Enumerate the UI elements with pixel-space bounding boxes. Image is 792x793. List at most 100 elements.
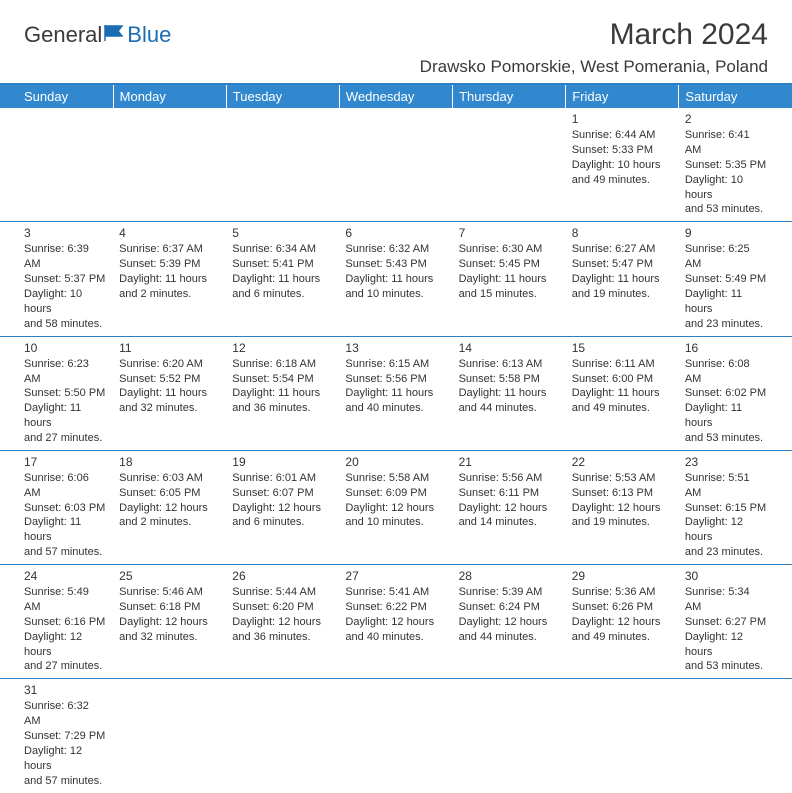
logo-text-part1: General	[24, 22, 102, 48]
day-info-line: Daylight: 11 hours	[345, 386, 446, 401]
calendar-week-row: 3Sunrise: 6:39 AMSunset: 5:37 PMDaylight…	[0, 222, 792, 336]
day-info-line: Daylight: 12 hours	[459, 501, 560, 516]
day-info-line: Sunrise: 5:51 AM	[685, 471, 768, 501]
day-info-line: Daylight: 11 hours	[459, 386, 560, 401]
calendar-cell: 7Sunrise: 6:30 AMSunset: 5:45 PMDaylight…	[453, 222, 566, 336]
calendar-week-row: 31Sunrise: 6:32 AMSunset: 7:29 PMDayligh…	[0, 679, 792, 793]
day-number: 24	[24, 568, 107, 584]
day-info-line: Sunset: 5:47 PM	[572, 257, 673, 272]
day-header: Friday	[566, 85, 679, 108]
day-header: Tuesday	[226, 85, 339, 108]
day-info-line: Sunset: 6:02 PM	[685, 386, 768, 401]
calendar-cell: 10Sunrise: 6:23 AMSunset: 5:50 PMDayligh…	[0, 336, 113, 450]
day-info-line: Sunrise: 6:08 AM	[685, 357, 768, 387]
calendar-cell	[339, 108, 452, 222]
day-info-line: and 23 minutes.	[685, 545, 768, 560]
day-number: 20	[345, 454, 446, 470]
day-info-line: and 14 minutes.	[459, 515, 560, 530]
calendar-cell: 27Sunrise: 5:41 AMSunset: 6:22 PMDayligh…	[339, 565, 452, 679]
day-info-line: Sunrise: 5:39 AM	[459, 585, 560, 600]
day-info-line: Sunset: 6:03 PM	[24, 501, 107, 516]
day-number: 22	[572, 454, 673, 470]
day-info-line: and 57 minutes.	[24, 774, 107, 789]
day-number: 5	[232, 225, 333, 241]
calendar-cell: 17Sunrise: 6:06 AMSunset: 6:03 PMDayligh…	[0, 450, 113, 564]
day-info-line: and 57 minutes.	[24, 545, 107, 560]
day-info-line: Sunrise: 6:32 AM	[24, 699, 107, 729]
day-info-line: and 58 minutes.	[24, 317, 107, 332]
calendar-cell: 29Sunrise: 5:36 AMSunset: 6:26 PMDayligh…	[566, 565, 679, 679]
calendar-cell	[453, 679, 566, 793]
day-info-line: Daylight: 10 hours	[685, 173, 768, 203]
calendar-table: SundayMondayTuesdayWednesdayThursdayFrid…	[0, 85, 792, 793]
day-info-line: Daylight: 11 hours	[232, 386, 333, 401]
day-info-line: Sunset: 5:56 PM	[345, 372, 446, 387]
day-info-line: Sunset: 6:13 PM	[572, 486, 673, 501]
day-info-line: and 2 minutes.	[119, 287, 220, 302]
day-info-line: Sunrise: 6:32 AM	[345, 242, 446, 257]
day-number: 28	[459, 568, 560, 584]
calendar-cell: 23Sunrise: 5:51 AMSunset: 6:15 PMDayligh…	[679, 450, 792, 564]
calendar-cell	[113, 679, 226, 793]
day-number: 2	[685, 111, 768, 127]
day-info-line: Daylight: 11 hours	[24, 515, 107, 545]
day-info-line: Daylight: 12 hours	[572, 615, 673, 630]
day-info-line: and 32 minutes.	[119, 401, 220, 416]
calendar-cell: 2Sunrise: 6:41 AMSunset: 5:35 PMDaylight…	[679, 108, 792, 222]
day-info-line: Daylight: 11 hours	[345, 272, 446, 287]
day-number: 25	[119, 568, 220, 584]
day-info-line: Daylight: 11 hours	[24, 401, 107, 431]
day-info-line: Daylight: 12 hours	[119, 501, 220, 516]
day-info-line: and 23 minutes.	[685, 317, 768, 332]
day-info-line: Sunset: 6:20 PM	[232, 600, 333, 615]
day-info-line: Daylight: 11 hours	[685, 401, 768, 431]
calendar-cell: 21Sunrise: 5:56 AMSunset: 6:11 PMDayligh…	[453, 450, 566, 564]
day-info-line: Daylight: 12 hours	[232, 615, 333, 630]
day-info-line: Daylight: 12 hours	[24, 630, 107, 660]
day-header: Saturday	[679, 85, 792, 108]
day-info-line: Sunrise: 6:27 AM	[572, 242, 673, 257]
day-info-line: Sunrise: 5:56 AM	[459, 471, 560, 486]
day-info-line: Daylight: 11 hours	[572, 386, 673, 401]
day-number: 17	[24, 454, 107, 470]
calendar-cell: 18Sunrise: 6:03 AMSunset: 6:05 PMDayligh…	[113, 450, 226, 564]
day-info-line: Sunrise: 5:41 AM	[345, 585, 446, 600]
day-info-line: Daylight: 11 hours	[572, 272, 673, 287]
day-info-line: Daylight: 12 hours	[685, 630, 768, 660]
day-number: 13	[345, 340, 446, 356]
day-number: 29	[572, 568, 673, 584]
calendar-cell	[453, 108, 566, 222]
day-info-line: Sunrise: 6:20 AM	[119, 357, 220, 372]
calendar-cell: 14Sunrise: 6:13 AMSunset: 5:58 PMDayligh…	[453, 336, 566, 450]
day-number: 12	[232, 340, 333, 356]
day-info-line: Daylight: 11 hours	[119, 386, 220, 401]
day-info-line: Daylight: 12 hours	[572, 501, 673, 516]
day-info-line: and 49 minutes.	[572, 173, 673, 188]
day-info-line: Sunset: 6:22 PM	[345, 600, 446, 615]
calendar-week-row: 24Sunrise: 5:49 AMSunset: 6:16 PMDayligh…	[0, 565, 792, 679]
day-info-line: Sunset: 6:11 PM	[459, 486, 560, 501]
day-number: 21	[459, 454, 560, 470]
day-info-line: Sunrise: 5:44 AM	[232, 585, 333, 600]
location: Drawsko Pomorskie, West Pomerania, Polan…	[0, 57, 792, 85]
day-info-line: Sunset: 5:49 PM	[685, 272, 768, 287]
day-number: 9	[685, 225, 768, 241]
logo-text-part2: Blue	[127, 22, 171, 48]
day-info-line: Daylight: 11 hours	[459, 272, 560, 287]
calendar-cell: 24Sunrise: 5:49 AMSunset: 6:16 PMDayligh…	[0, 565, 113, 679]
month-year: March 2024	[610, 18, 768, 52]
day-number: 6	[345, 225, 446, 241]
calendar-cell	[0, 108, 113, 222]
day-info-line: Sunrise: 5:49 AM	[24, 585, 107, 615]
day-info-line: and 2 minutes.	[119, 515, 220, 530]
day-number: 16	[685, 340, 768, 356]
calendar-cell: 13Sunrise: 6:15 AMSunset: 5:56 PMDayligh…	[339, 336, 452, 450]
day-info-line: Sunset: 6:15 PM	[685, 501, 768, 516]
day-info-line: and 44 minutes.	[459, 401, 560, 416]
logo: General Blue	[24, 22, 171, 48]
calendar-cell	[113, 108, 226, 222]
day-info-line: Sunset: 6:16 PM	[24, 615, 107, 630]
calendar-cell: 12Sunrise: 6:18 AMSunset: 5:54 PMDayligh…	[226, 336, 339, 450]
calendar-cell: 8Sunrise: 6:27 AMSunset: 5:47 PMDaylight…	[566, 222, 679, 336]
day-info-line: and 6 minutes.	[232, 287, 333, 302]
